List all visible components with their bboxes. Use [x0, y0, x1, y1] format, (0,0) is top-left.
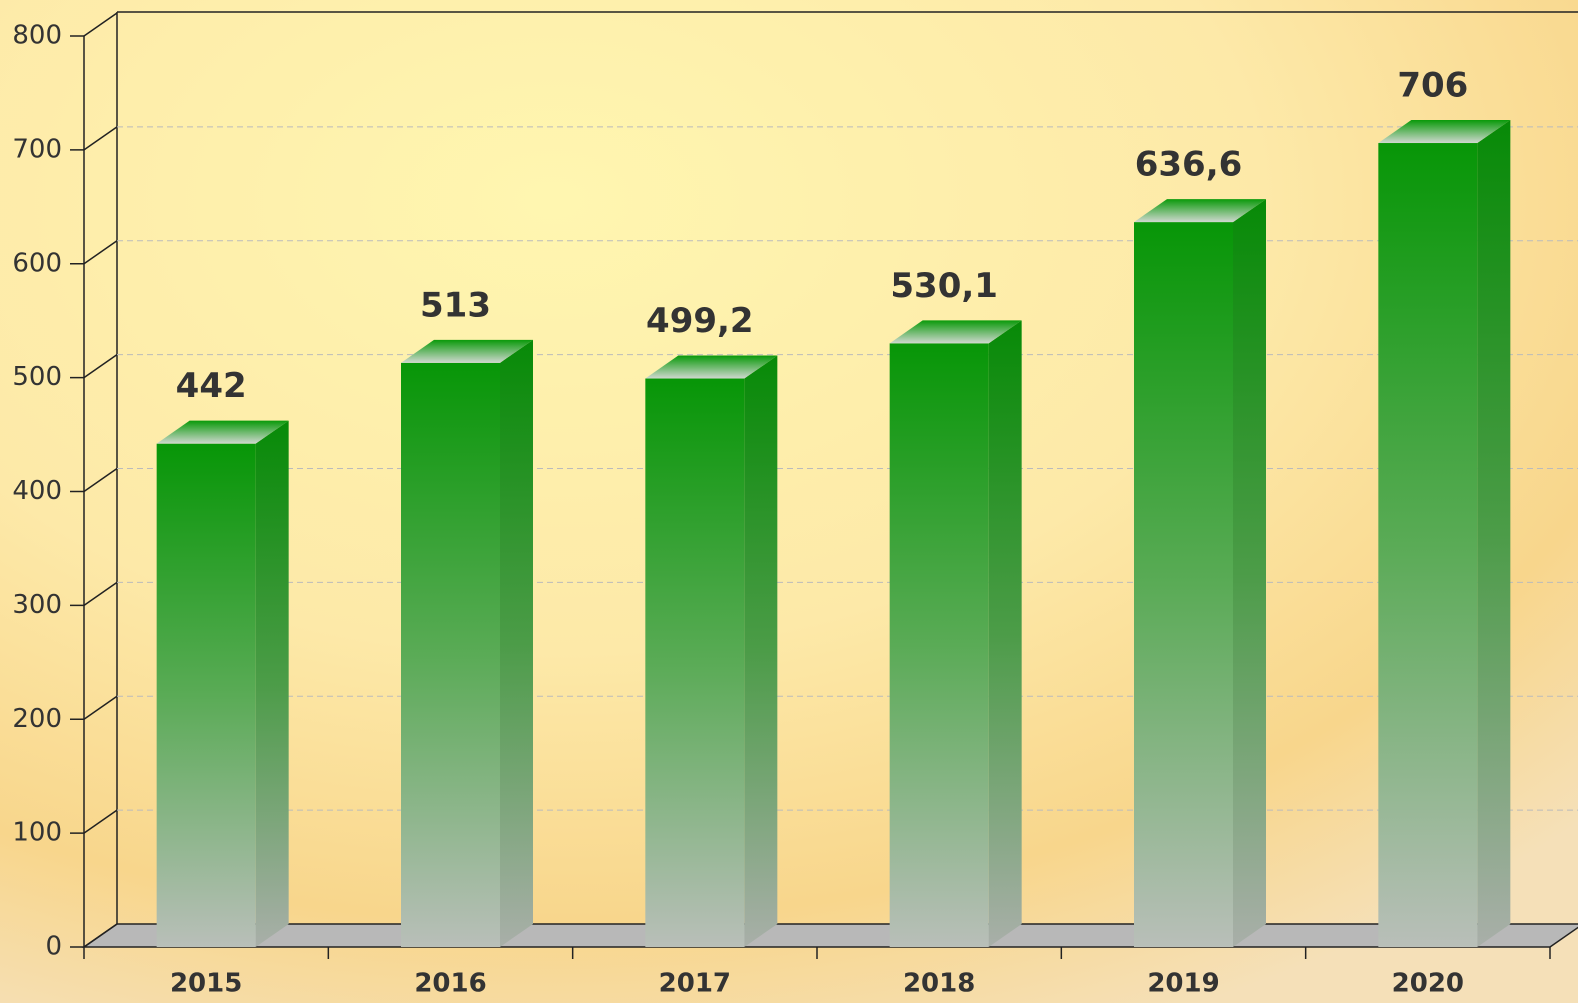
value-label: 636,6: [1135, 145, 1243, 185]
y-tick-label: 300: [12, 590, 62, 620]
bar: [890, 343, 989, 947]
bar: [645, 379, 744, 947]
bar: [1134, 222, 1233, 947]
y-tick-label: 500: [12, 362, 62, 392]
y-tick-label: 400: [12, 476, 62, 506]
y-tick-label: 600: [12, 248, 62, 278]
x-tick-label: 2015: [170, 969, 242, 999]
value-label: 530,1: [890, 266, 998, 306]
x-tick-label: 2016: [414, 969, 486, 999]
floor: [84, 924, 1578, 947]
bar: [1378, 143, 1477, 947]
bar-side: [1233, 199, 1266, 947]
y-tick-label: 700: [12, 134, 62, 164]
value-label: 513: [420, 285, 491, 325]
x-tick-label: 2018: [903, 969, 975, 999]
bar: [157, 444, 256, 947]
value-label: 706: [1397, 66, 1468, 106]
y-tick-label: 800: [12, 21, 62, 51]
value-label: 442: [176, 366, 247, 406]
x-tick-label: 2017: [659, 969, 731, 999]
x-tick-label: 2020: [1392, 969, 1464, 999]
y-tick-label: 0: [45, 932, 62, 962]
bar-side: [500, 340, 533, 947]
y-tick-label: 200: [12, 704, 62, 734]
bar-side: [744, 356, 777, 947]
bar-side: [1477, 120, 1510, 947]
bar: [401, 363, 500, 947]
bar-side: [256, 421, 289, 947]
y-tick-label: 100: [12, 818, 62, 848]
x-tick-label: 2019: [1147, 969, 1219, 999]
value-label: 499,2: [646, 301, 754, 341]
chart: 0 100 200 300 400 500 600 700 800 2015 442 2016 513 2…: [0, 0, 1578, 1003]
bar-side: [989, 320, 1022, 947]
